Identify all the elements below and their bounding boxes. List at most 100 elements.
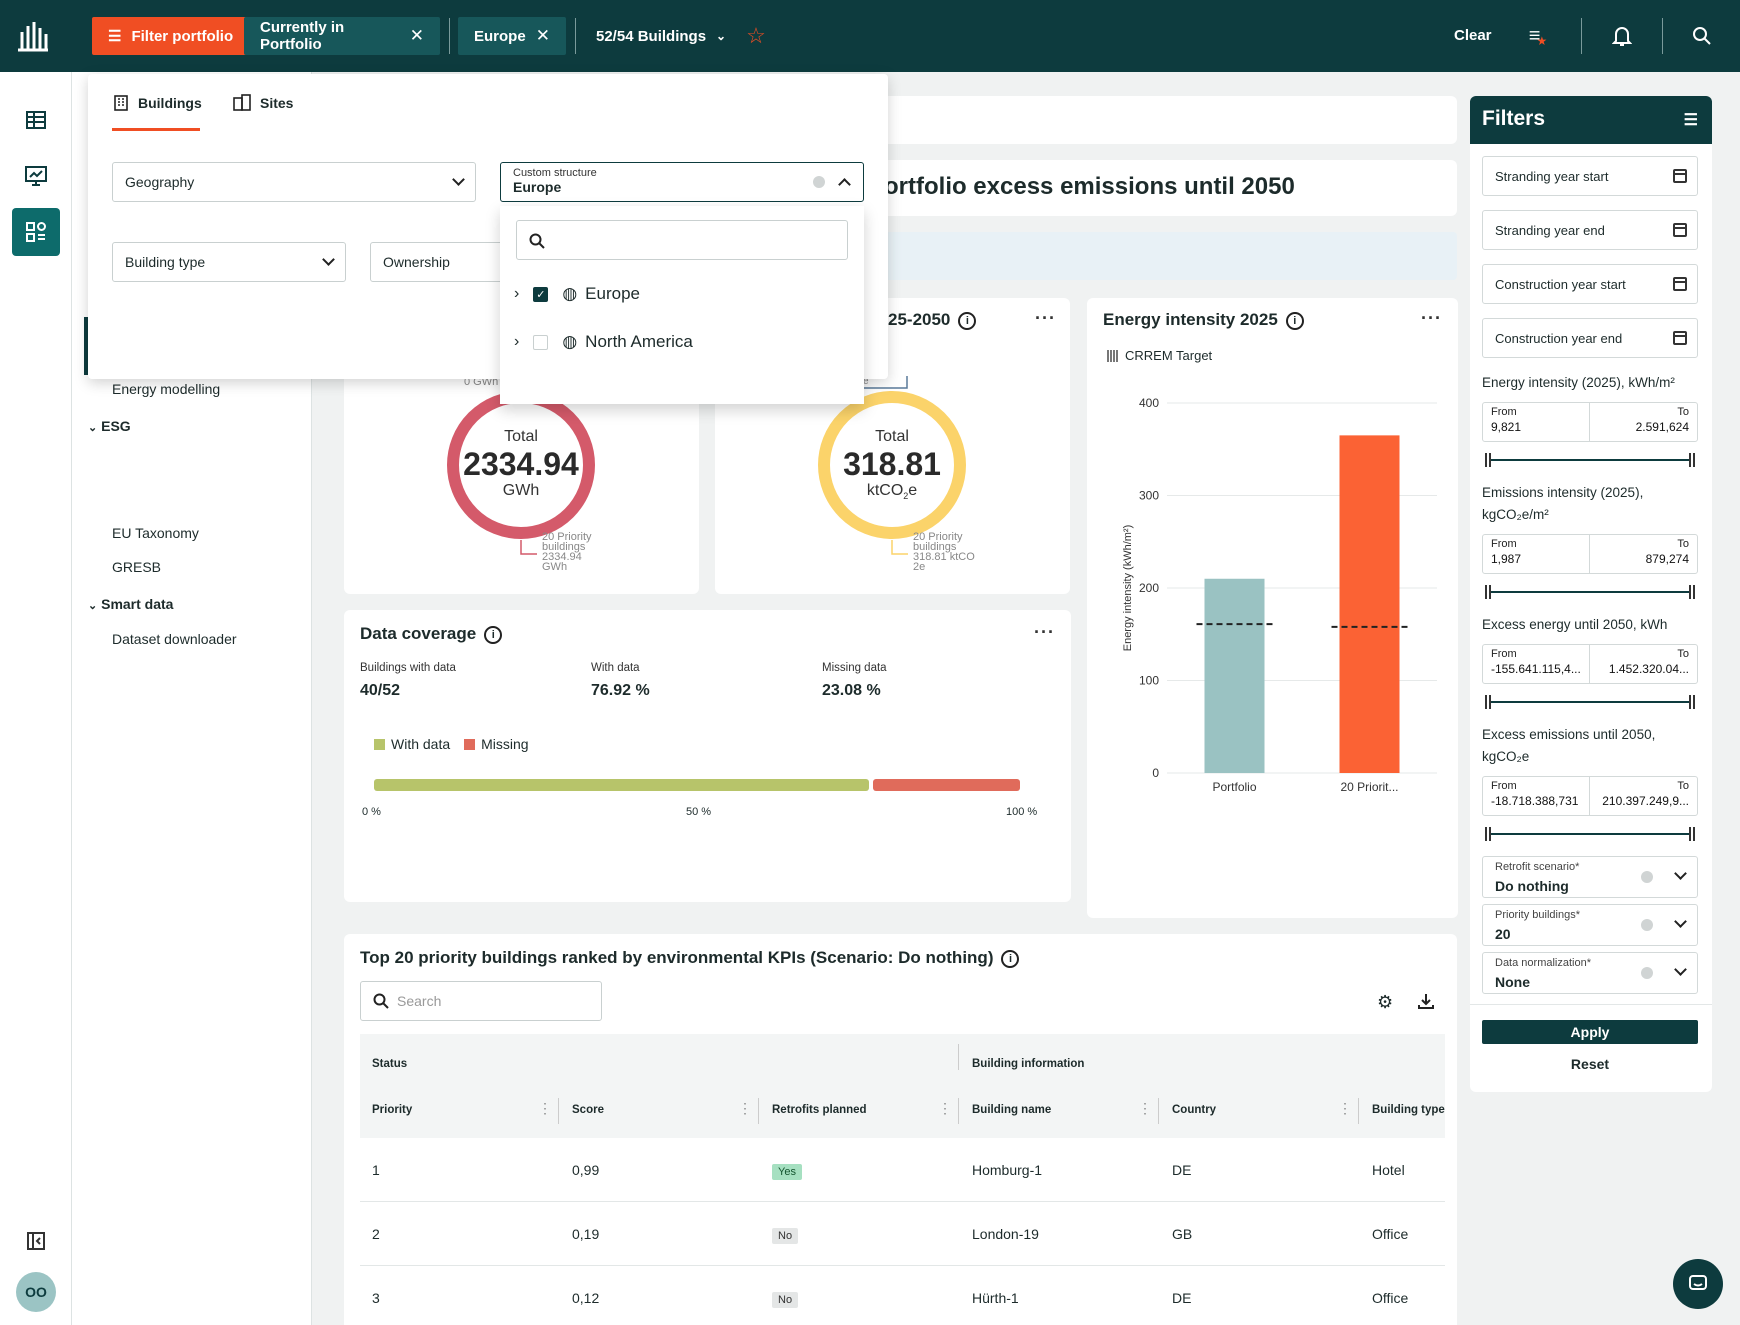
clear-selection-icon[interactable] xyxy=(813,176,825,188)
active-tab-indicator xyxy=(112,128,200,131)
building-type-select[interactable]: Building type xyxy=(112,242,346,282)
column-menu-icon[interactable]: ⋮ xyxy=(1138,1100,1152,1116)
column-header-retrofits[interactable]: Retrofits planned xyxy=(772,1104,867,1116)
clear-selection-icon[interactable] xyxy=(1641,871,1653,883)
slider-handle[interactable] xyxy=(1485,827,1491,841)
close-icon[interactable]: ✕ xyxy=(535,26,550,45)
slider-handle[interactable] xyxy=(1485,585,1491,599)
more-options-icon[interactable]: ··· xyxy=(1034,622,1055,642)
dropdown-search-input[interactable] xyxy=(516,220,848,260)
slider-handle[interactable] xyxy=(1689,585,1695,599)
column-header-score[interactable]: Score xyxy=(572,1104,604,1116)
info-icon[interactable]: i xyxy=(1285,311,1304,330)
info-icon[interactable]: i xyxy=(484,625,503,644)
clear-selection-icon[interactable] xyxy=(1641,919,1653,931)
column-header-country[interactable]: Country xyxy=(1172,1104,1217,1116)
apply-button[interactable]: Apply xyxy=(1482,1020,1698,1044)
column-header-building-type[interactable]: Building type xyxy=(1372,1104,1445,1116)
building-icon xyxy=(114,95,128,111)
excess-emissions-slider[interactable] xyxy=(1485,827,1695,841)
slider-handle[interactable] xyxy=(1689,695,1695,709)
nav-group-esg[interactable]: ⌄ ESG xyxy=(88,418,131,434)
search-icon[interactable] xyxy=(1688,22,1716,50)
slider-handle[interactable] xyxy=(1689,453,1695,467)
app-logo-icon[interactable] xyxy=(14,18,52,54)
retrofit-scenario-select[interactable]: Retrofit scenario* Do nothing xyxy=(1482,856,1698,898)
collapse-sidebar-icon[interactable] xyxy=(12,1217,60,1265)
info-icon[interactable]: i xyxy=(1001,949,1020,968)
nav-group-smart-data[interactable]: ⌄ Smart data xyxy=(88,596,174,612)
table-row[interactable]: 1 0,99 Yes Homburg-1 DE Hotel xyxy=(360,1138,1445,1202)
clear-button[interactable]: Clear xyxy=(1454,27,1492,44)
checkbox-unchecked[interactable] xyxy=(533,334,549,350)
filter-settings-icon[interactable]: ≡ ★ xyxy=(1528,24,1548,49)
calendar-icon[interactable] xyxy=(1673,331,1687,345)
table-row[interactable]: 2 0,19 No London-19 GB Office xyxy=(360,1202,1445,1266)
excess-emissions-range[interactable]: From -18.718.388,731 To 210.397.249,9... xyxy=(1482,776,1698,816)
stranding-year-start-field[interactable]: Stranding year start xyxy=(1482,156,1698,196)
bell-icon[interactable] xyxy=(1608,22,1636,50)
geography-select[interactable]: Geography xyxy=(112,162,476,202)
clear-selection-icon[interactable] xyxy=(1641,967,1653,979)
gear-icon[interactable]: ⚙ xyxy=(1377,992,1394,1012)
data-normalization-select[interactable]: Data normalization* None xyxy=(1482,952,1698,994)
table-title: Top 20 priority buildings ranked by envi… xyxy=(360,948,1020,968)
column-menu-icon[interactable]: ⋮ xyxy=(738,1100,752,1116)
slider-handle[interactable] xyxy=(1485,695,1491,709)
chip-currently-in-portfolio[interactable]: Currently in Portfolio ✕ xyxy=(244,17,440,55)
emissions-intensity-slider[interactable] xyxy=(1485,585,1695,599)
column-header-building-name[interactable]: Building name xyxy=(972,1104,1052,1116)
slider-handle[interactable] xyxy=(1689,827,1695,841)
energy-intensity-range[interactable]: From 9,821 To 2.591,624 xyxy=(1482,402,1698,442)
tree-item-europe[interactable]: › ✓ ◍ Europe xyxy=(514,284,640,303)
nav-item-gresb[interactable]: GRESB xyxy=(112,559,162,575)
table-search-input[interactable]: Search xyxy=(360,981,602,1021)
column-menu-icon[interactable]: ⋮ xyxy=(1338,1100,1352,1116)
checkbox-checked[interactable]: ✓ xyxy=(533,286,549,302)
column-menu-icon[interactable]: ⋮ xyxy=(938,1100,952,1116)
calendar-icon[interactable] xyxy=(1673,223,1687,237)
custom-structure-dropdown: › ✓ ◍ Europe › ◍ North America xyxy=(500,206,864,404)
filter-lines-icon[interactable]: ☰ xyxy=(1683,112,1698,129)
column-menu-icon[interactable]: ⋮ xyxy=(538,1100,552,1116)
monitor-chart-icon[interactable] xyxy=(12,152,60,200)
close-icon[interactable]: ✕ xyxy=(409,26,424,45)
excess-energy-slider[interactable] xyxy=(1485,695,1695,709)
dashboard-icon[interactable] xyxy=(12,208,60,256)
custom-structure-select[interactable]: Custom structure Europe xyxy=(500,162,864,202)
info-icon[interactable]: i xyxy=(958,311,977,330)
tree-item-north-america[interactable]: › ◍ North America xyxy=(514,332,693,351)
chat-button[interactable] xyxy=(1673,1259,1723,1309)
construction-year-end-field[interactable]: Construction year end xyxy=(1482,318,1698,358)
download-icon[interactable] xyxy=(1417,992,1435,1013)
nav-item-energy-modelling[interactable]: Energy modelling xyxy=(112,381,221,397)
more-options-icon[interactable]: ··· xyxy=(1035,308,1056,328)
slider-handle[interactable] xyxy=(1485,453,1491,467)
priority-buildings-select[interactable]: Priority buildings* 20 xyxy=(1482,904,1698,946)
tab-sites[interactable]: Sites xyxy=(232,94,293,112)
filter-portfolio-button[interactable]: ☰ Filter portfolio xyxy=(92,17,250,55)
reset-button[interactable]: Reset xyxy=(1570,1056,1610,1072)
table-icon[interactable] xyxy=(12,96,60,144)
construction-year-start-field[interactable]: Construction year start xyxy=(1482,264,1698,304)
excess-energy-range[interactable]: From -155.641.115,4... To 1.452.320.04... xyxy=(1482,644,1698,684)
stranding-year-end-field[interactable]: Stranding year end xyxy=(1482,210,1698,250)
emissions-intensity-range[interactable]: From 1,987 To 879,274 xyxy=(1482,534,1698,574)
nav-item-dataset-downloader[interactable]: Dataset downloader xyxy=(112,631,237,647)
calendar-icon[interactable] xyxy=(1673,169,1687,183)
energy-total-value: 2334.94 xyxy=(463,446,579,482)
nav-item-eu-taxonomy[interactable]: EU Taxonomy xyxy=(112,525,199,541)
chevron-right-icon[interactable]: › xyxy=(514,285,520,302)
energy-intensity-slider[interactable] xyxy=(1485,453,1695,467)
chip-europe[interactable]: Europe ✕ xyxy=(458,17,566,55)
chevron-right-icon[interactable]: › xyxy=(514,333,520,350)
tab-buildings[interactable]: Buildings xyxy=(112,94,202,112)
star-icon[interactable]: ☆ xyxy=(746,23,766,48)
coverage-bar-with xyxy=(374,779,869,791)
calendar-icon[interactable] xyxy=(1673,277,1687,291)
buildings-count-dropdown[interactable]: 52/54 Buildings ⌄ xyxy=(596,27,727,45)
column-header-priority[interactable]: Priority xyxy=(372,1104,413,1116)
avatar[interactable]: OO xyxy=(16,1272,56,1312)
more-options-icon[interactable]: ··· xyxy=(1421,308,1442,328)
table-row[interactable]: 3 0,12 No Hürth-1 DE Office xyxy=(372,1290,1409,1308)
